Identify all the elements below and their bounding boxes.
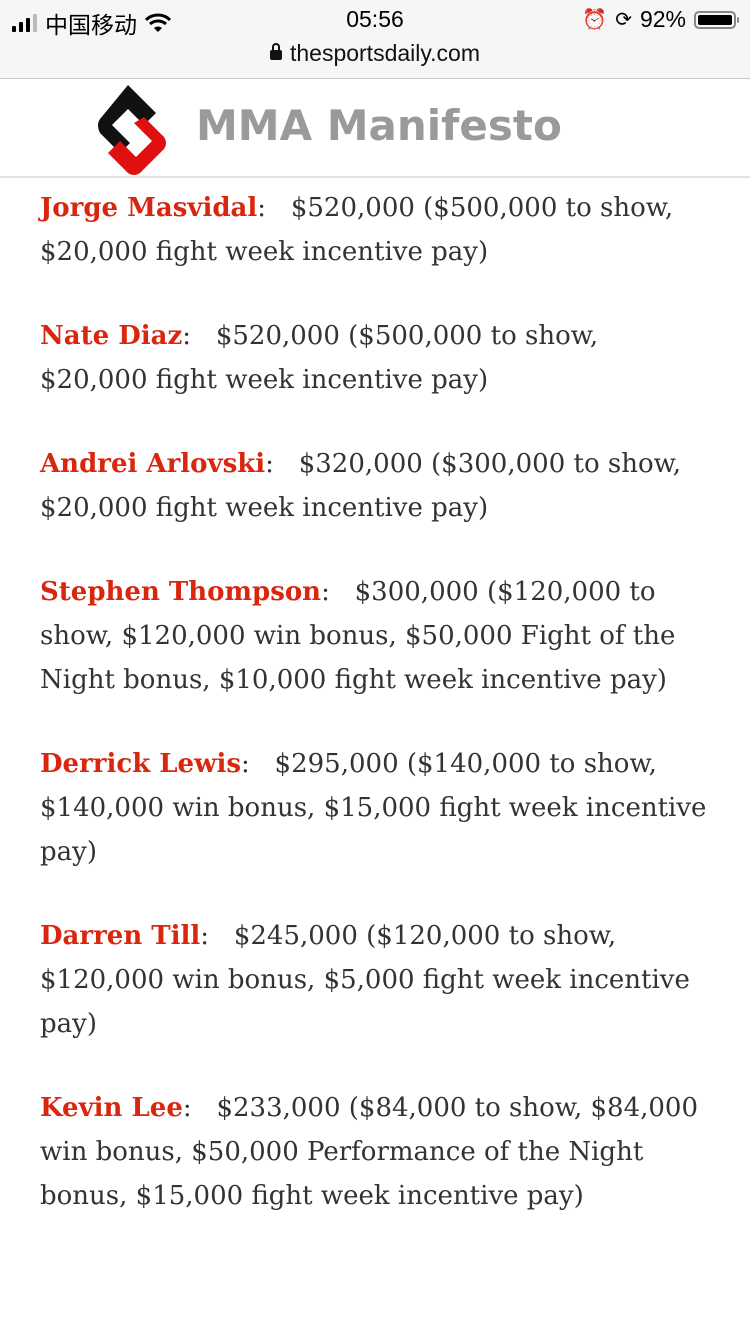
payout-entry: Kevin Lee: $233,000 ($84,000 to show, $8… bbox=[40, 1093, 699, 1211]
fighter-name-link[interactable]: Derrick Lewis bbox=[40, 749, 241, 779]
site-name[interactable]: MMA Manifesto bbox=[196, 101, 562, 150]
payout-entry: Darren Till: $245,000 ($120,000 to show,… bbox=[40, 921, 690, 1039]
payout-text: $295,000 ($140,000 to show, $140,000 win… bbox=[40, 749, 707, 867]
fighter-name-link[interactable]: Stephen Thompson bbox=[40, 577, 322, 607]
payout-entry: Nate Diaz: $520,000 ($500,000 to show, $… bbox=[40, 321, 599, 395]
battery-icon bbox=[694, 10, 739, 29]
battery-percent: 92% bbox=[639, 6, 686, 32]
site-header: MMA Manifesto bbox=[0, 79, 750, 178]
payout-entry: Derrick Lewis: $295,000 ($140,000 to sho… bbox=[40, 749, 707, 867]
lock-icon bbox=[269, 43, 282, 60]
fighter-name-link[interactable]: Jorge Masvidal bbox=[40, 193, 258, 223]
payout-text: $520,000 ($500,000 to show, $20,000 figh… bbox=[40, 321, 599, 395]
payout-text: $320,000 ($300,000 to show, $20,000 figh… bbox=[40, 449, 682, 523]
payout-entry: Jorge Masvidal: $520,000 ($500,000 to sh… bbox=[40, 193, 674, 267]
carrier-label: 中国移动 bbox=[45, 12, 137, 38]
fighter-name-link[interactable]: Kevin Lee bbox=[40, 1093, 183, 1123]
article-body: Jorge Masvidal: $520,000 ($500,000 to sh… bbox=[0, 178, 750, 1218]
fighter-name-link[interactable]: Andrei Arlovski bbox=[40, 449, 266, 479]
fighter-name-link[interactable]: Nate Diaz bbox=[40, 321, 183, 351]
payout-text: $300,000 ($120,000 to show, $120,000 win… bbox=[40, 577, 676, 695]
status-bar: 中国移动 05:56 ⏰ ⟳ 92% bbox=[0, 0, 750, 40]
signal-icon bbox=[12, 14, 37, 32]
logo-icon[interactable] bbox=[98, 85, 168, 175]
payout-entry: Stephen Thompson: $300,000 ($120,000 to … bbox=[40, 577, 676, 695]
fighter-name-link[interactable]: Darren Till bbox=[40, 921, 201, 951]
payout-entry: Andrei Arlovski: $320,000 ($300,000 to s… bbox=[40, 449, 682, 523]
payout-text: $520,000 ($500,000 to show, $20,000 figh… bbox=[40, 193, 674, 267]
address-bar[interactable]: thesportsdaily.com bbox=[0, 40, 750, 67]
url-text: thesportsdaily.com bbox=[289, 40, 481, 66]
payout-text: $245,000 ($120,000 to show, $120,000 win… bbox=[40, 921, 690, 1039]
wifi-icon bbox=[145, 13, 171, 32]
browser-chrome: 中国移动 05:56 ⏰ ⟳ 92% thesportsdaily.com bbox=[0, 0, 750, 79]
clock: 05:56 bbox=[346, 6, 404, 32]
payout-text: $233,000 ($84,000 to show, $84,000 win b… bbox=[40, 1093, 699, 1211]
rotation-lock-icon: ⟳ bbox=[615, 9, 632, 31]
alarm-icon: ⏰ bbox=[582, 9, 608, 31]
